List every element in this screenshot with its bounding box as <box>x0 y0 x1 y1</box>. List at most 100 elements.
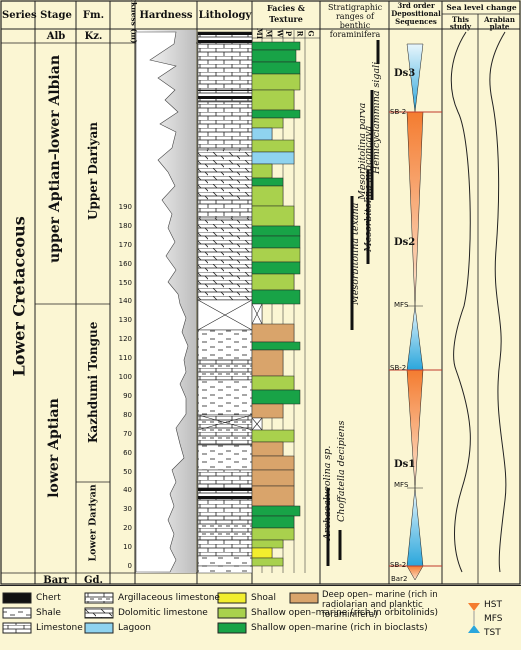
header-series: Series <box>2 10 37 21</box>
thickness-tick: 10 <box>123 543 132 552</box>
sequence-bar2: Bar2 <box>391 575 408 583</box>
legend-chert-label: Chert <box>36 593 61 603</box>
facies-bar <box>251 61 301 75</box>
lithology-bed <box>197 519 253 541</box>
thickness-tick: 170 <box>118 240 132 249</box>
header-facies: Facies & Texture <box>267 3 305 24</box>
thickness-tick: 60 <box>123 448 132 457</box>
legend-chert-swatch <box>2 592 32 604</box>
facies-bar <box>251 505 301 517</box>
facies-bar <box>251 235 301 249</box>
sequence-ds3: Ds3 <box>394 68 416 79</box>
thickness-tick: 150 <box>118 278 132 287</box>
thickness-tick: 110 <box>118 354 132 363</box>
legend-hst-icon <box>468 603 480 611</box>
thickness-tick: 190 <box>118 202 132 211</box>
facies-bar <box>251 441 284 457</box>
legend-shale-swatch <box>2 607 32 619</box>
legend-shale-label: Shale <box>36 608 61 618</box>
series-label: Lower Cretaceous <box>9 216 29 377</box>
sea-level-arabian-plate <box>489 31 507 573</box>
facies-bar <box>251 547 273 559</box>
sequence-ds1: Ds1 <box>394 459 416 470</box>
facies-bar <box>251 455 295 471</box>
facies-bar <box>251 73 301 91</box>
header-arabian-plate: Arabian plate <box>484 15 515 31</box>
legend-hst-label: HST <box>484 600 502 610</box>
facies-bar <box>251 485 295 507</box>
thickness-tick: 90 <box>123 391 132 400</box>
facies-bar <box>251 151 295 165</box>
facies-bar <box>251 375 295 391</box>
facies-col-w: W <box>275 29 285 38</box>
legend-shoal-swatch <box>217 592 247 604</box>
fossil-choffatella: Choffatella decipiens <box>336 420 347 523</box>
lithology-bed <box>197 89 253 103</box>
header-lithology: Lithology <box>198 10 252 21</box>
thickness-tick: 140 <box>118 297 132 306</box>
legend-limestone-swatch <box>2 622 32 634</box>
facies-bar <box>251 515 295 529</box>
facies-bar <box>251 49 297 63</box>
sequence-sb2-top: SB-2 <box>390 108 407 116</box>
sequence-hst-ds1 <box>406 369 424 489</box>
facies-bar <box>251 341 301 351</box>
lithology-bed <box>197 555 253 567</box>
legend-dolomitic-swatch <box>84 607 114 619</box>
thickness-tick: 100 <box>118 373 132 381</box>
legend-shoal-label: Shoal <box>251 593 276 603</box>
facies-bar <box>251 539 284 549</box>
facies-bar <box>251 41 301 51</box>
facies-bar <box>251 389 301 405</box>
facies-bar <box>251 89 295 111</box>
header-stage: Stage <box>40 10 72 21</box>
formation-kz: Kz. <box>84 31 103 42</box>
header-hardness: Hardness <box>139 10 193 21</box>
lithology-bed <box>197 565 253 574</box>
sea-level-this-study <box>450 31 471 573</box>
facies-col-g: G <box>306 30 316 37</box>
sequence-sb2-bottom: SB-2 <box>390 561 407 569</box>
facies-bar <box>251 247 301 263</box>
lithology-cross <box>197 414 253 431</box>
stage-upper-aptian: upper Aptian–lower Albian <box>47 54 63 263</box>
lithology-bed <box>197 539 253 557</box>
facies-bar <box>251 127 273 141</box>
thickness-tick: 0 <box>127 562 132 570</box>
lithology-bed <box>197 359 253 381</box>
facies-bar <box>251 109 301 119</box>
facies-col-r: R <box>295 30 305 37</box>
sequence-ds2: Ds2 <box>394 237 416 248</box>
legend-shallow-orb-swatch <box>217 607 247 619</box>
legend-shallow-bio-label: Shallow open–marine (rich in bioclasts) <box>251 623 428 633</box>
formation-upper-dariyan: Upper Dariyan <box>86 122 100 220</box>
sequence-hst-ds2 <box>406 111 424 307</box>
facies-bar <box>251 469 295 487</box>
fossil-archaealveolina: Archaealveolina sp. <box>322 445 333 540</box>
facies-bar <box>251 163 273 179</box>
legend-argillaceous-label: Argillaceous limestone <box>118 593 220 603</box>
facies-bar <box>251 117 284 129</box>
formation-lower-dariyan: Lower Dariyan <box>87 484 99 562</box>
lithology-bed <box>197 444 253 471</box>
facies-col-mi: MI <box>255 27 265 40</box>
lithology-bed <box>197 43 253 91</box>
lithology-bed <box>197 379 253 416</box>
legend-shallow-bio-swatch <box>217 622 247 634</box>
legend-tst-icon <box>468 625 480 633</box>
facies-bar <box>251 323 295 343</box>
facies-bar <box>251 225 301 237</box>
sequence-tst-ds1 <box>406 487 424 567</box>
thickness-tick: 30 <box>123 505 132 514</box>
header-sea-level: Sea level change <box>446 3 517 12</box>
thickness-tick: 120 <box>118 335 132 344</box>
facies-bar <box>251 139 295 153</box>
facies-bar <box>251 273 295 291</box>
sequence-hst-bar2 <box>406 565 424 581</box>
thickness-tick: 70 <box>123 429 132 438</box>
lithology-bed <box>197 31 253 45</box>
legend-limestone-label: Limestone <box>36 623 83 633</box>
sequence-tst-ds3 <box>406 43 424 113</box>
lithology-bed <box>197 487 253 501</box>
